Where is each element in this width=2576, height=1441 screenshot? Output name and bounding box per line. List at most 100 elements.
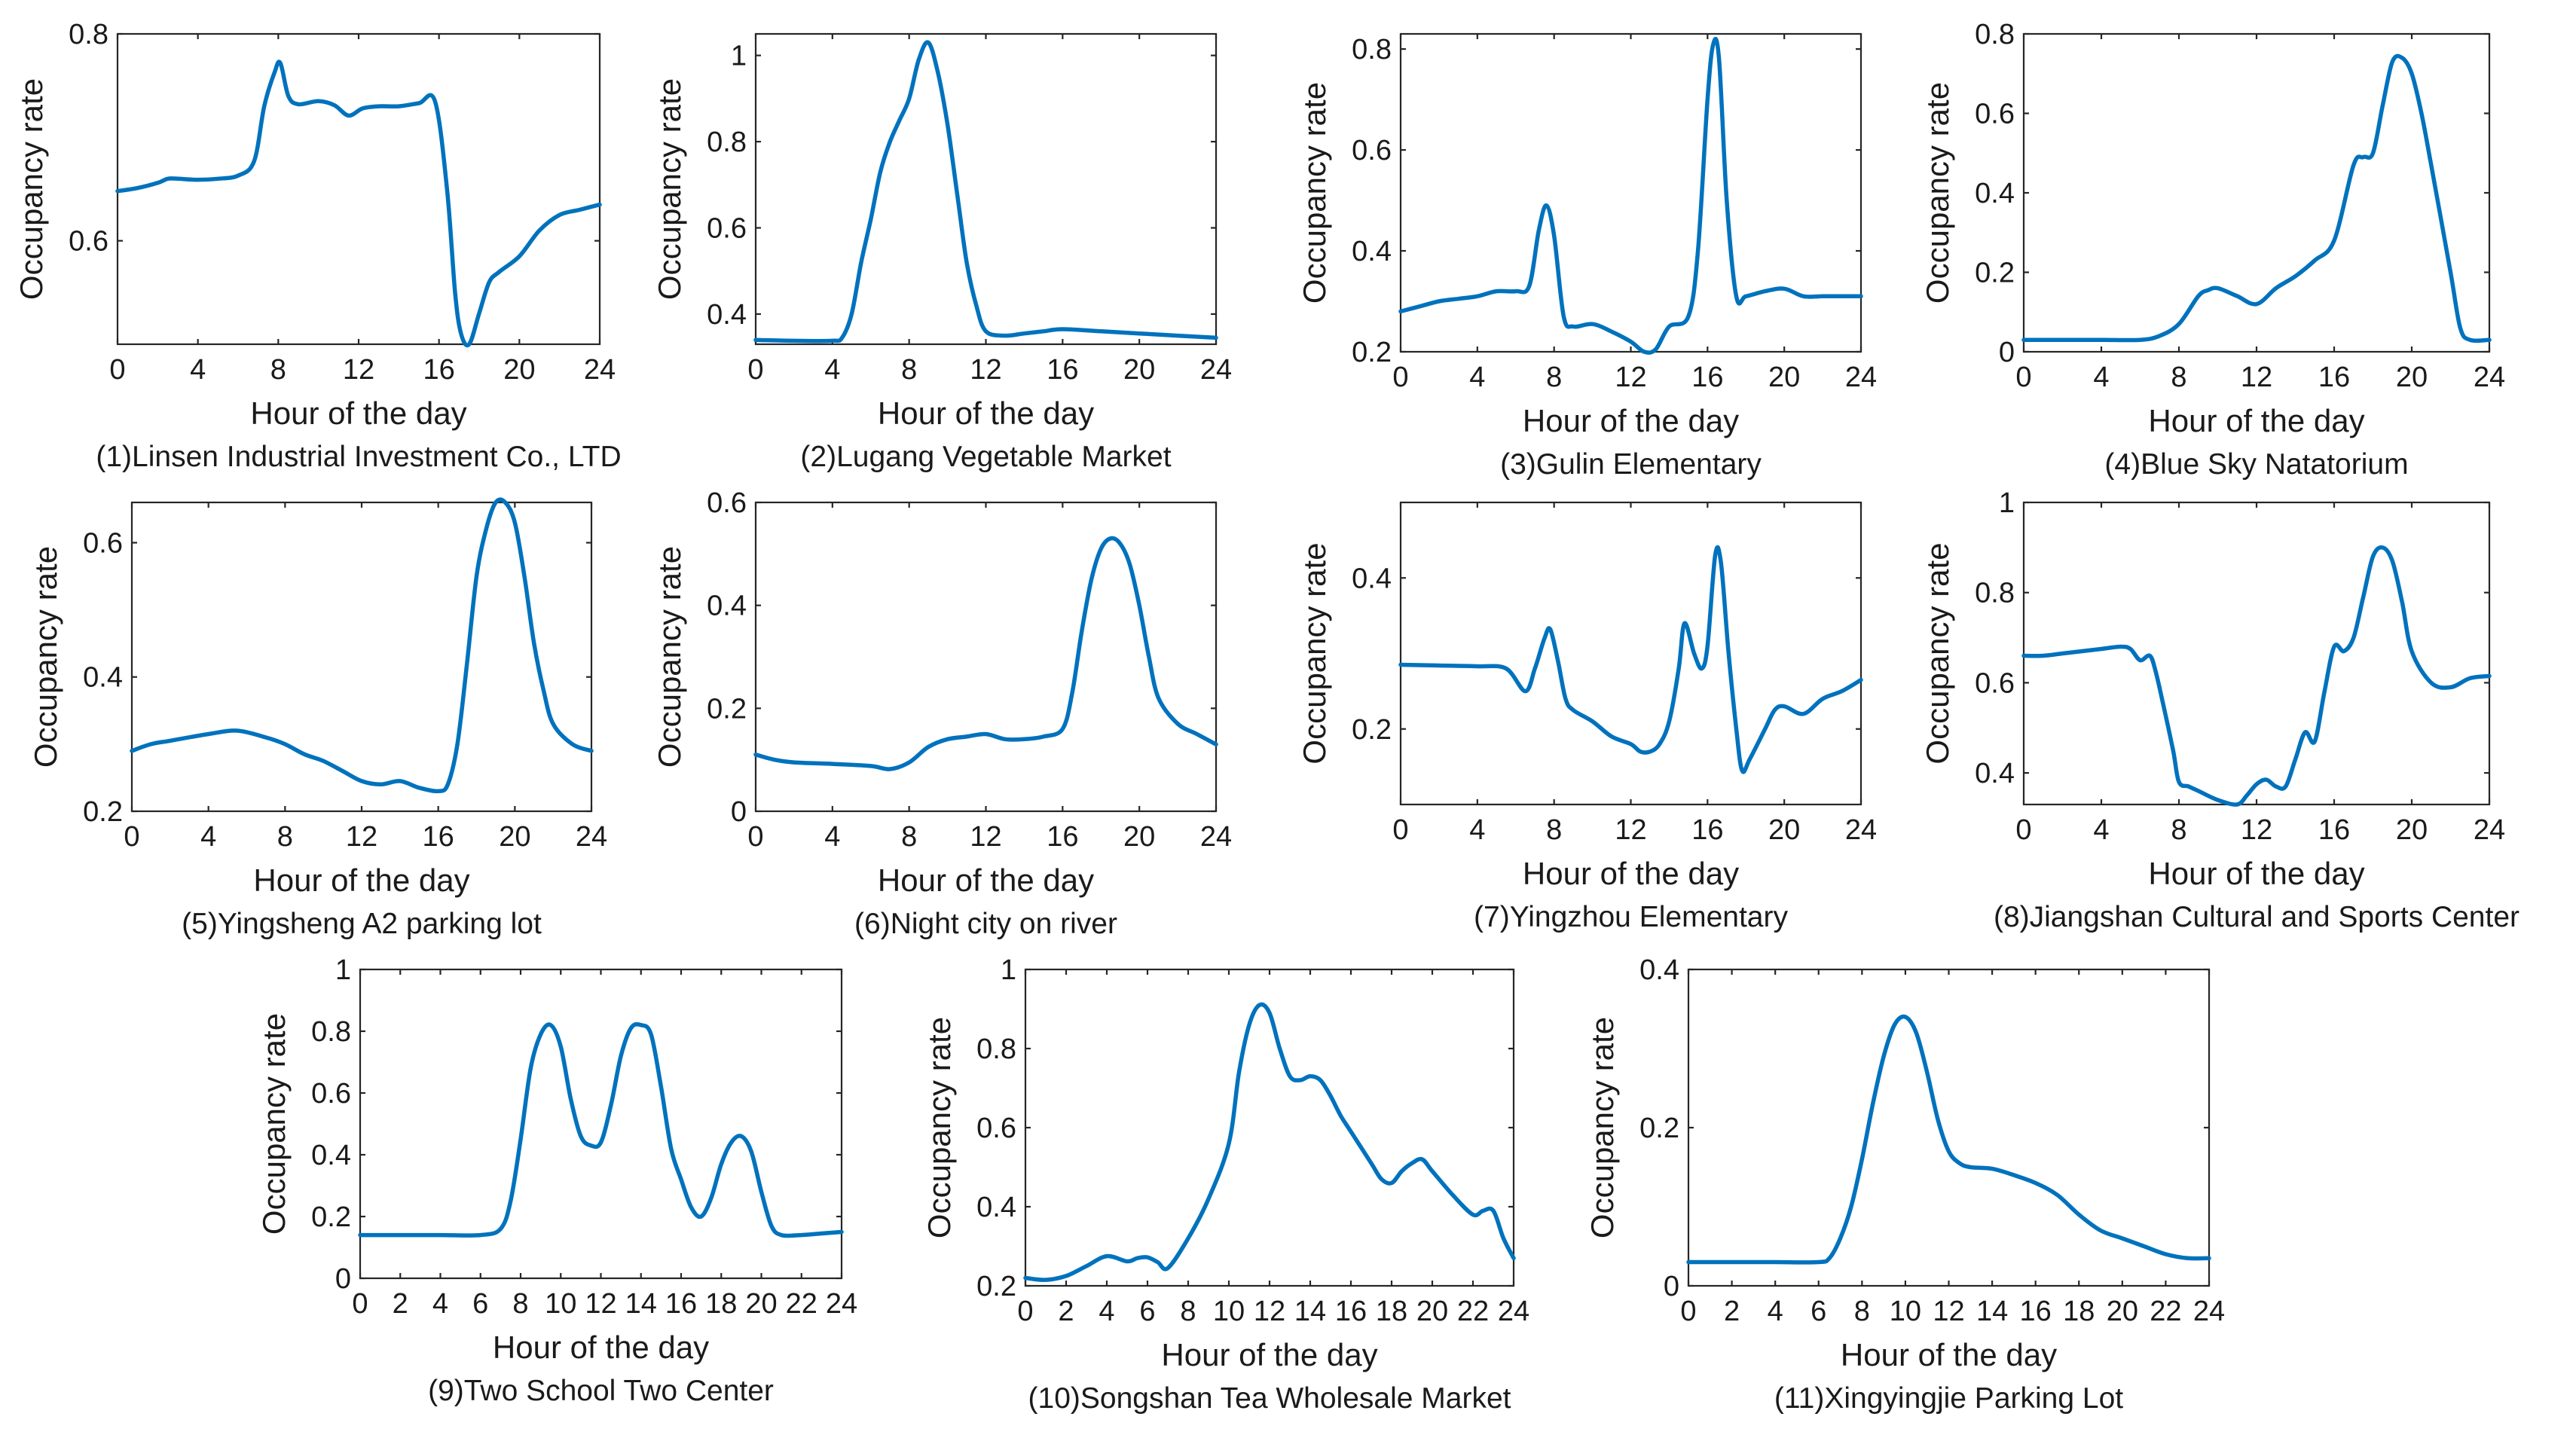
plot-frame [1687,968,2211,1287]
x-tick-label: 20 [2396,814,2428,846]
chart-panel-6: 0 4 8 12 16 20 24 0 0.2 0.4 0.6 Hour of the day Occu… [652,487,1232,940]
panel-caption: (2)Lugang Vegetable Market [800,441,1171,473]
y-tick-label: 0.6 [1975,667,2015,699]
x-tick-label: 10 [1890,1296,1921,1327]
y-tick-label: 0.8 [1352,34,1392,66]
chart-panel-2: 0 4 8 12 16 20 24 0.4 0.6 0.8 1 Hour of the day Occu… [652,32,1232,473]
plot-frame [130,501,593,813]
x-tick-label: 20 [1123,354,1155,386]
x-tick-label: 20 [1416,1296,1448,1327]
plot-frame [754,32,1218,346]
x-tick-label: 24 [2474,814,2505,846]
y-tick-label: 0.4 [707,299,747,331]
y-tick-label: 0.6 [976,1113,1016,1144]
x-tick-label: 20 [1768,814,1800,846]
panel-caption: (3)Gulin Elementary [1500,448,1762,481]
x-tick-label: 4 [2093,814,2109,846]
x-tick-label: 8 [270,354,286,386]
y-tick-label: 0.4 [1352,236,1392,267]
x-tick-label: 20 [1768,362,1800,393]
x-tick-label: 4 [432,1288,448,1320]
series-line-occupancy [115,60,602,348]
x-tick-label: 16 [2318,362,2350,393]
panel-caption: (7)Yingzhou Elementary [1474,901,1788,933]
x-tick-label: 2 [1058,1296,1074,1327]
y-axis-label: Occupancy rate [28,546,63,768]
x-tick-label: 4 [200,821,216,853]
series-line-occupancy [1023,1002,1516,1282]
y-tick-label: 0.8 [976,1033,1016,1065]
x-tick-label: 20 [2107,1296,2138,1327]
x-tick-label: 0 [1392,362,1408,393]
chart-panel-8: 0 4 8 12 16 20 24 0.4 0.6 0.8 1 Hour of the day Occu… [1920,487,2519,933]
x-tick-label: 22 [2150,1296,2181,1327]
x-axis-label: Hour of the day [253,862,469,898]
x-tick-label: 16 [2020,1296,2052,1327]
x-tick-label: 14 [1294,1296,1326,1327]
x-tick-label: 20 [2396,362,2428,393]
plot-frame [116,32,601,346]
x-tick-label: 12 [970,354,1001,386]
x-tick-label: 22 [786,1288,817,1320]
x-tick-label: 12 [2241,362,2272,393]
plot-frame [1399,501,1862,806]
x-axis-label: Hour of the day [250,395,466,431]
x-tick-label: 18 [1376,1296,1407,1327]
x-tick-label: 12 [1933,1296,1964,1327]
x-tick-label: 4 [190,354,206,386]
y-tick-label: 0 [731,796,747,828]
x-tick-label: 0 [352,1288,368,1320]
y-tick-label: 0.4 [1975,178,2015,209]
x-tick-label: 24 [1845,362,1877,393]
x-tick-label: 4 [1768,1296,1783,1327]
y-tick-label: 0.4 [976,1192,1016,1223]
y-tick-label: 1 [1001,954,1016,986]
x-tick-label: 16 [423,354,455,386]
x-tick-label: 20 [503,354,535,386]
x-tick-label: 0 [2015,362,2031,393]
panel-caption: (4)Blue Sky Natatorium [2104,448,2408,481]
y-tick-label: 0.2 [707,693,747,725]
x-axis-label: Hour of the day [493,1330,709,1365]
x-axis-label: Hour of the day [2148,403,2364,438]
chart-panel-7: 0 4 8 12 16 20 24 0.2 0.4 Hour of the day Occupanc… [1297,501,1877,933]
x-tick-label: 24 [576,821,607,853]
y-tick-label: 0.4 [1975,758,2015,789]
x-tick-label: 12 [1615,362,1646,393]
x-tick-label: 14 [625,1288,657,1320]
x-tick-label: 10 [1213,1296,1245,1327]
x-tick-label: 0 [1392,814,1408,846]
series-line-occupancy [2021,545,2492,807]
x-tick-label: 24 [1200,354,1232,386]
y-axis-label: Occupancy rate [1920,82,1955,304]
x-tick-label: 4 [1469,814,1485,846]
y-tick-label: 0.2 [976,1271,1016,1302]
panel-caption: (5)Yingsheng A2 parking lot [182,908,542,940]
series-line-occupancy [358,1021,844,1238]
x-axis-label: Hour of the day [878,862,1094,898]
x-tick-label: 0 [109,354,125,386]
x-tick-label: 8 [1546,814,1562,846]
y-tick-label: 0.6 [311,1078,351,1110]
x-tick-label: 12 [585,1288,616,1320]
x-tick-label: 12 [2241,814,2272,846]
x-tick-label: 0 [124,821,139,853]
chart-panel-1: 0 4 8 12 16 20 24 0.6 0.8 Hour of the day Occupanc… [14,19,622,473]
x-tick-label: 24 [2193,1296,2225,1327]
y-axis-label: Occupancy rate [1297,82,1332,304]
x-axis-label: Hour of the day [1523,403,1739,438]
x-tick-label: 10 [545,1288,576,1320]
y-tick-label: 0.8 [69,19,108,50]
x-tick-label: 8 [512,1288,528,1320]
chart-panel-9: 0 2 4 6 8 10 12 14 16 18 20 22 2400.20.40.60.81Hour … [256,954,857,1407]
x-tick-label: 4 [824,821,840,853]
panel-caption: (8)Jiangshan Cultural and Sports Center [1994,901,2519,933]
y-tick-label: 0 [1664,1271,1679,1302]
y-axis-label: Occupancy rate [1584,1017,1620,1238]
x-tick-label: 20 [499,821,530,853]
x-tick-label: 8 [2171,814,2186,846]
x-tick-label: 4 [1099,1296,1114,1327]
x-tick-label: 8 [277,821,293,853]
x-tick-label: 8 [1854,1296,1870,1327]
series-line-occupancy [130,497,594,794]
